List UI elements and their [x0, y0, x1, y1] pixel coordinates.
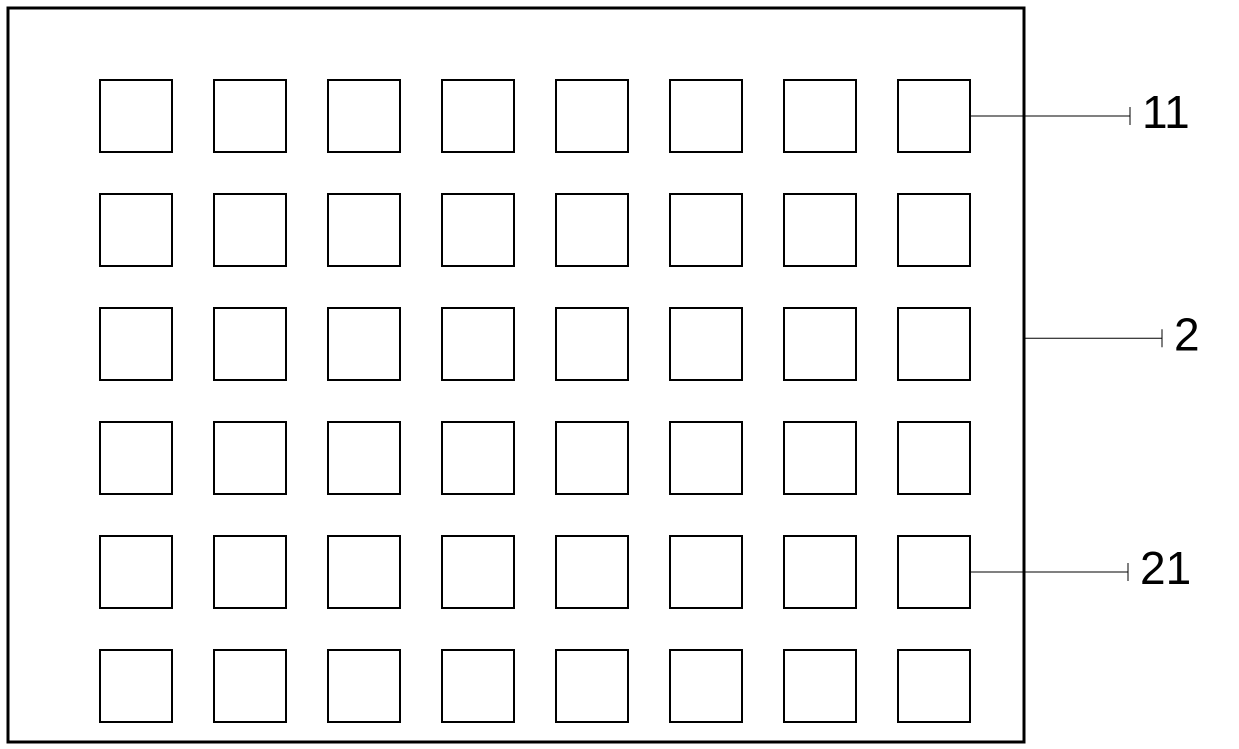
grid-cell	[556, 536, 628, 608]
grid-cell	[214, 194, 286, 266]
grid-cell	[898, 650, 970, 722]
grid-cell	[670, 80, 742, 152]
callout-label: 2	[1174, 308, 1200, 360]
grid-cell	[898, 194, 970, 266]
grid-cell	[442, 194, 514, 266]
grid-cell	[670, 650, 742, 722]
grid-cell	[214, 650, 286, 722]
grid-cell	[784, 194, 856, 266]
grid-cell	[670, 308, 742, 380]
grid-cell	[898, 536, 970, 608]
grid-cell	[328, 194, 400, 266]
grid-cell	[100, 194, 172, 266]
callout-label: 21	[1140, 542, 1191, 594]
grid-cell	[442, 650, 514, 722]
grid-cell	[328, 422, 400, 494]
grid-cell	[328, 308, 400, 380]
grid-cell	[328, 650, 400, 722]
grid-cell	[100, 422, 172, 494]
grid-cell	[556, 80, 628, 152]
grid-cell	[670, 194, 742, 266]
grid-cell	[100, 650, 172, 722]
callout-label: 11	[1142, 86, 1190, 138]
grid-cell	[556, 422, 628, 494]
grid-cell	[442, 536, 514, 608]
grid-cell	[214, 308, 286, 380]
grid-cell	[214, 536, 286, 608]
grid-cell	[214, 422, 286, 494]
grid-cell	[670, 422, 742, 494]
grid-cell	[898, 422, 970, 494]
grid-cell	[670, 536, 742, 608]
grid-cell	[100, 80, 172, 152]
grid-cell	[328, 536, 400, 608]
grid-cell	[442, 80, 514, 152]
grid-cell	[214, 80, 286, 152]
grid-cell	[328, 80, 400, 152]
grid-cell	[784, 536, 856, 608]
outer-frame	[8, 8, 1024, 742]
grid-cell	[898, 308, 970, 380]
grid-cell	[100, 536, 172, 608]
grid-cell	[784, 650, 856, 722]
grid-cell	[784, 422, 856, 494]
grid-cell	[784, 308, 856, 380]
grid-cell	[556, 308, 628, 380]
diagram-canvas: 11 2 21	[0, 0, 1239, 749]
grid-cell	[442, 308, 514, 380]
grid-cell	[100, 308, 172, 380]
grid-cell	[898, 80, 970, 152]
grid-cell	[556, 194, 628, 266]
grid-cell	[784, 80, 856, 152]
grid-cell	[556, 650, 628, 722]
grid-cell	[442, 422, 514, 494]
